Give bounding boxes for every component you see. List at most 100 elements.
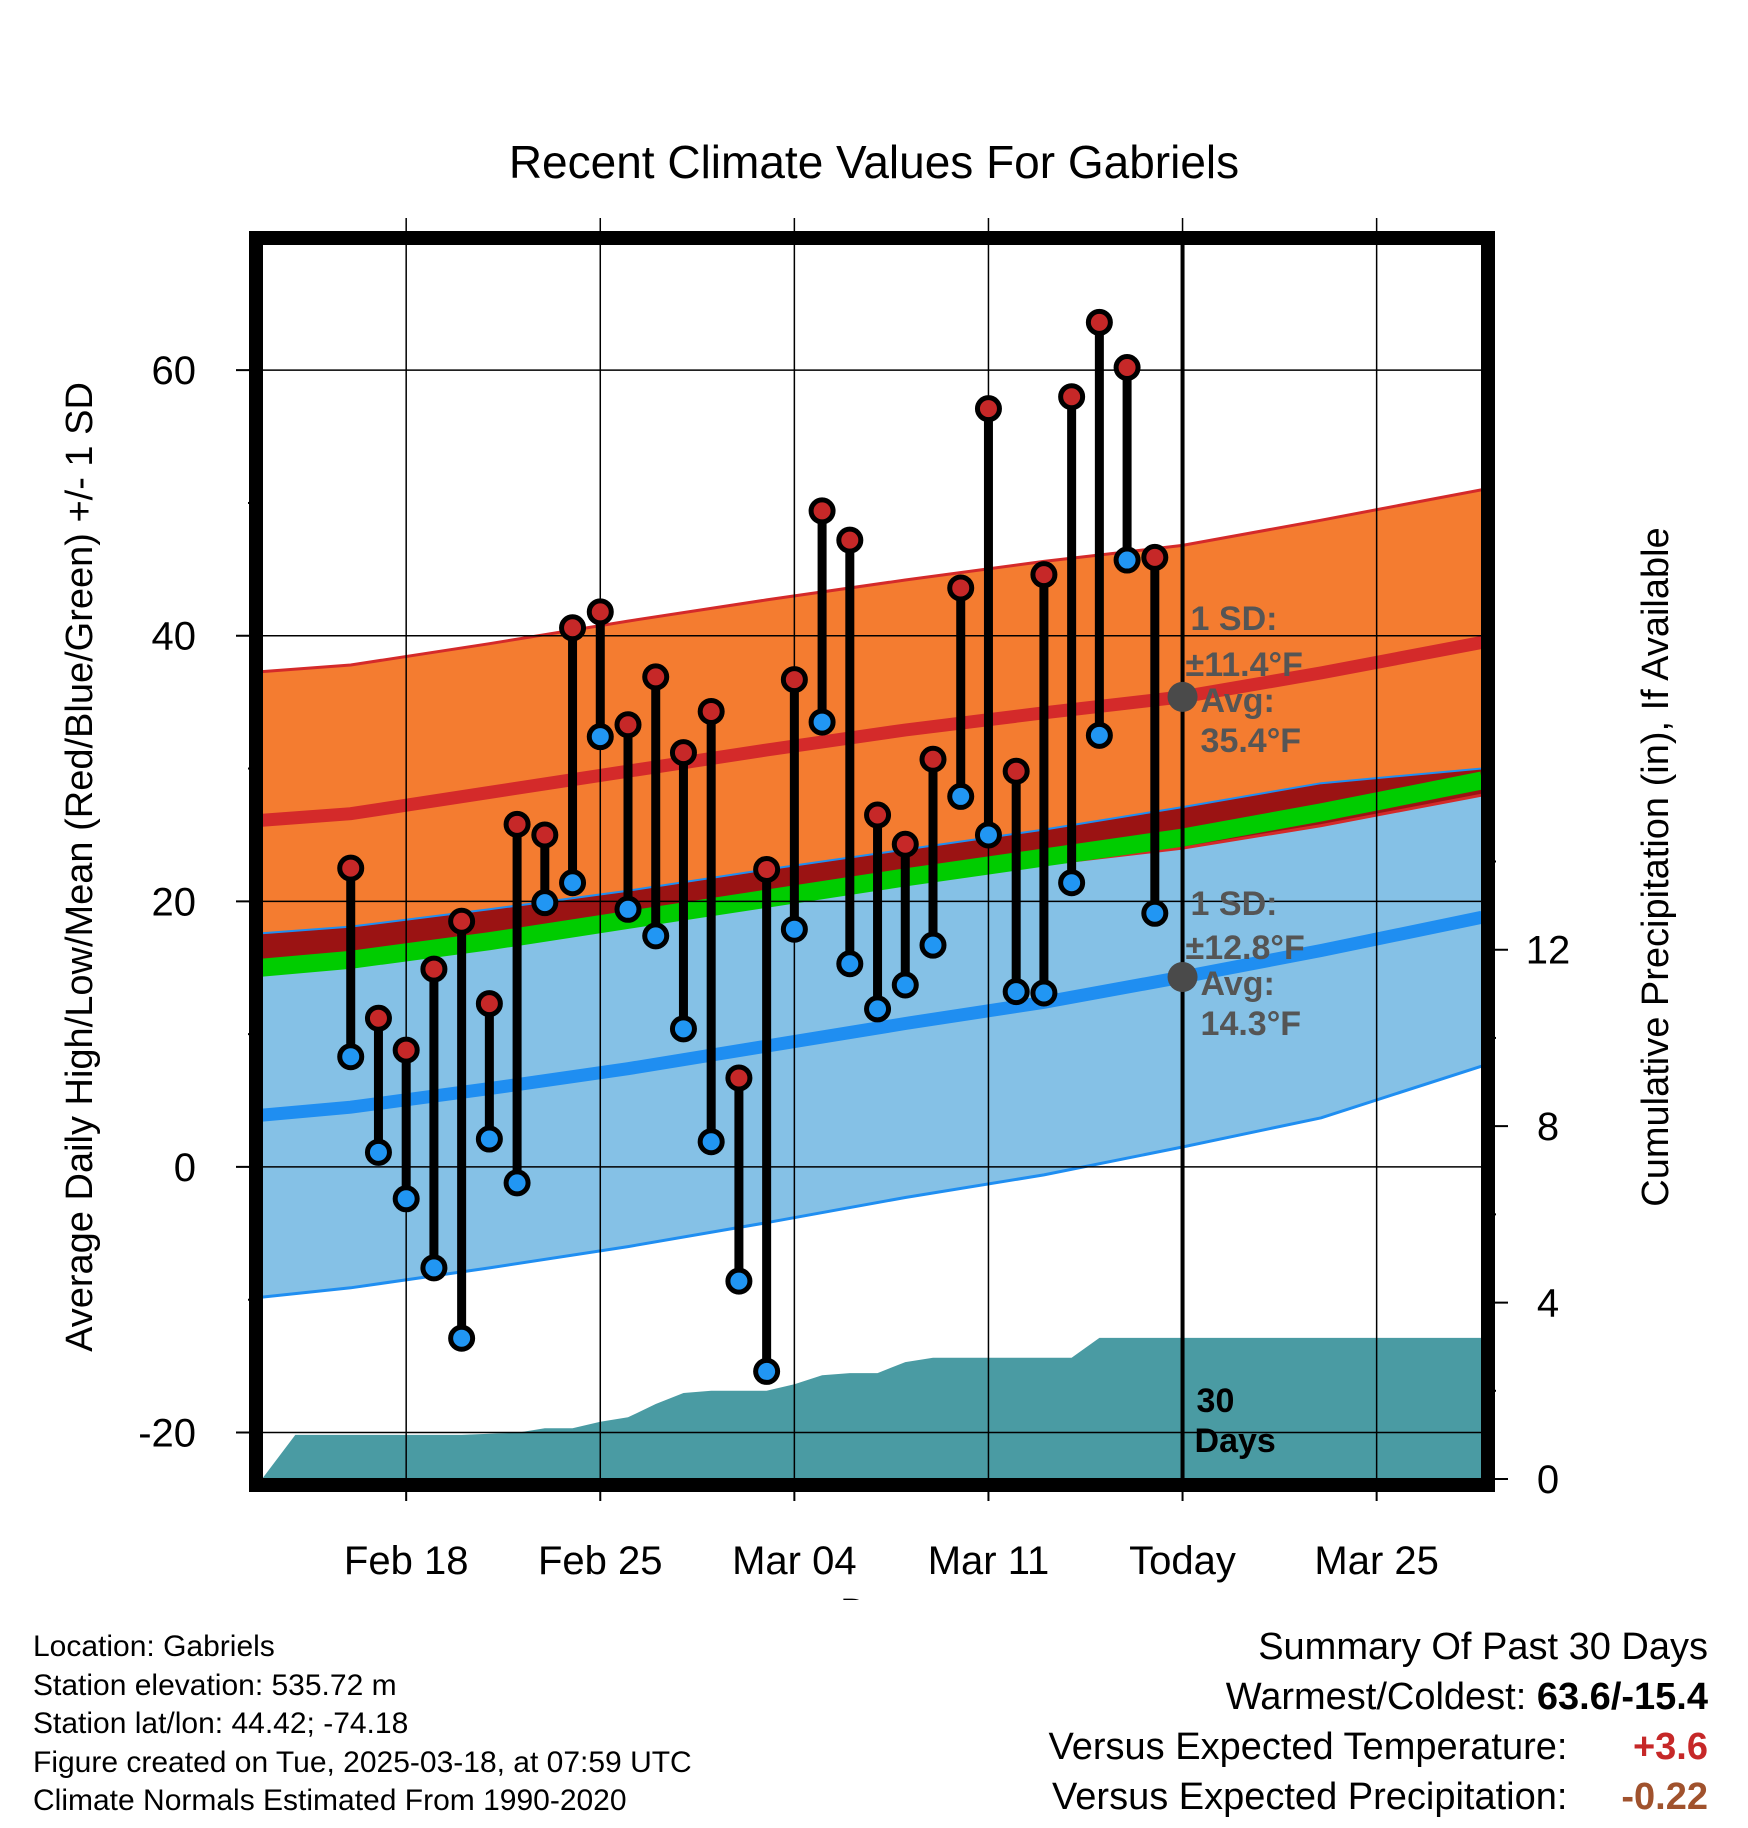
temp-anomaly-value: +3.6: [1632, 1726, 1708, 1768]
daily-high-point: [974, 395, 1002, 423]
daily-high-point: [808, 497, 836, 525]
daily-high-point: [780, 666, 808, 694]
precip-anomaly-label: Versus Expected Precipitation:: [1052, 1776, 1568, 1818]
chart-title: Recent Climate Values For Gabriels: [509, 136, 1239, 188]
overlap-band: [262, 768, 1482, 970]
high-avg-marker: [1167, 681, 1198, 712]
daily-high-point: [1030, 561, 1058, 589]
low-sd-label: 1 SD:: [1191, 885, 1278, 923]
low-avg-label: Avg:: [1201, 965, 1275, 1003]
daily-high-point: [559, 614, 587, 642]
daily-high-point: [753, 855, 781, 883]
daily-low-point: [864, 995, 892, 1023]
daily-high-point: [947, 574, 975, 602]
daily-low-point: [753, 1357, 781, 1385]
summary-panel: Summary Of Past 30 Days Warmest/Coldest:…: [1049, 1622, 1708, 1822]
daily-high-point: [475, 990, 503, 1018]
x-tick-label: Feb 18: [344, 1539, 469, 1583]
y-tick-label-right: 8: [1537, 1105, 1559, 1149]
daily-low-point: [697, 1128, 725, 1156]
daily-low-point: [475, 1125, 503, 1153]
daily-high-point: [1085, 308, 1113, 336]
daily-high-point: [1058, 383, 1086, 411]
daily-high-point: [1141, 543, 1169, 571]
low-sd-value: ±12.8°F: [1186, 929, 1305, 967]
high-avg-value: 35.4°F: [1201, 722, 1302, 760]
low-avg-marker: [1167, 962, 1198, 993]
daily-low-point: [392, 1185, 420, 1213]
elevation-line: Station elevation: 535.72 m: [33, 1668, 397, 1702]
warmest-coldest-label: Warmest/Coldest:: [1225, 1676, 1527, 1718]
daily-low-point: [1058, 869, 1086, 897]
warmest-coldest-value: 63.6/-15.4: [1536, 1676, 1708, 1718]
daily-low-point: [1030, 979, 1058, 1007]
y-tick-label-left: 0: [174, 1146, 196, 1190]
low-avg-value: 14.3°F: [1201, 1005, 1302, 1043]
latlon-line: Station lat/lon: 44.42; -74.18: [33, 1707, 409, 1740]
precip-anomaly-row: Versus Expected Precipitation: -0.22: [1049, 1772, 1708, 1822]
daily-high-point: [586, 598, 614, 626]
daily-low-point: [836, 950, 864, 978]
daily-high-point: [697, 697, 725, 725]
daily-low-point: [1002, 978, 1030, 1006]
daily-low-point: [559, 869, 587, 897]
y-tick-label-right: 4: [1537, 1282, 1559, 1326]
daily-low-point: [420, 1254, 448, 1282]
daily-low-point: [503, 1169, 531, 1197]
daily-high-point: [364, 1004, 392, 1032]
low-sd-lower-line: [262, 1064, 1482, 1299]
x-tick-label: Today: [1129, 1539, 1236, 1583]
daily-low-point: [586, 723, 614, 751]
daily-low-point: [642, 922, 670, 950]
x-tick-label: Mar 04: [732, 1539, 857, 1583]
y-tick-label-right: 0: [1537, 1458, 1559, 1502]
daily-low-point: [1085, 721, 1113, 749]
normal-high-line: [262, 636, 1482, 827]
daily-low-point: [531, 889, 559, 917]
daily-low-point: [1113, 546, 1141, 574]
daily-high-point: [1113, 354, 1141, 381]
daily-low-point: [974, 821, 1002, 849]
daily-low-point: [891, 971, 919, 999]
daily-high-point: [891, 830, 919, 858]
y-tick-label-left: 20: [152, 880, 197, 924]
daily-low-point: [919, 931, 947, 959]
daily-high-point: [448, 907, 476, 935]
daily-high-point: [836, 526, 864, 554]
plot-area: [262, 488, 1482, 1479]
daily-high-point: [725, 1064, 753, 1092]
days-label-word: Days: [1195, 1422, 1276, 1460]
daily-high-point: [420, 955, 448, 983]
normals-line: Climate Normals Estimated From 1990-2020: [33, 1784, 627, 1817]
daily-high-point: [919, 745, 947, 773]
x-axis-label: Day: [840, 1592, 908, 1600]
created-line: Figure created on Tue, 2025-03-18, at 07…: [33, 1745, 692, 1779]
daily-low-point: [947, 782, 975, 810]
high-sd-label: 1 SD:: [1191, 600, 1278, 638]
daily-low-point: [808, 708, 836, 736]
high-avg-label: Avg:: [1201, 682, 1275, 720]
y-tick-label-right: 12: [1526, 929, 1571, 973]
normal-mean-line: [262, 771, 1482, 977]
daily-high-point: [503, 810, 531, 838]
daily-high-point: [669, 739, 697, 767]
x-tick-label: Feb 25: [538, 1539, 663, 1583]
daily-low-point: [614, 895, 642, 923]
y-tick-label-left: -20: [138, 1412, 196, 1456]
daily-low-point: [780, 915, 808, 943]
daily-high-point: [864, 801, 892, 829]
warmest-coldest-row: Warmest/Coldest: 63.6/-15.4: [1049, 1672, 1708, 1722]
climate-chart: Recent Climate Values For Gabriels 1 SD:…: [59, 136, 1677, 1600]
x-tick-label: Mar 25: [1314, 1539, 1439, 1583]
daily-low-point: [364, 1138, 392, 1166]
daily-low-point: [337, 1043, 365, 1071]
daily-high-point: [642, 663, 670, 691]
high-sd-value: ±11.4°F: [1186, 646, 1303, 684]
high-sd-upper-line: [262, 488, 1482, 674]
low-sd-upper-line: [262, 767, 1482, 935]
y-axis-label-left: Average Daily High/Low/Mean (Red/Blue/Gr…: [59, 382, 101, 1352]
temp-anomaly-label: Versus Expected Temperature:: [1048, 1726, 1568, 1768]
daily-high-point: [337, 854, 365, 882]
daily-low-point: [448, 1324, 476, 1352]
x-tick-label: Mar 11: [928, 1539, 1050, 1583]
